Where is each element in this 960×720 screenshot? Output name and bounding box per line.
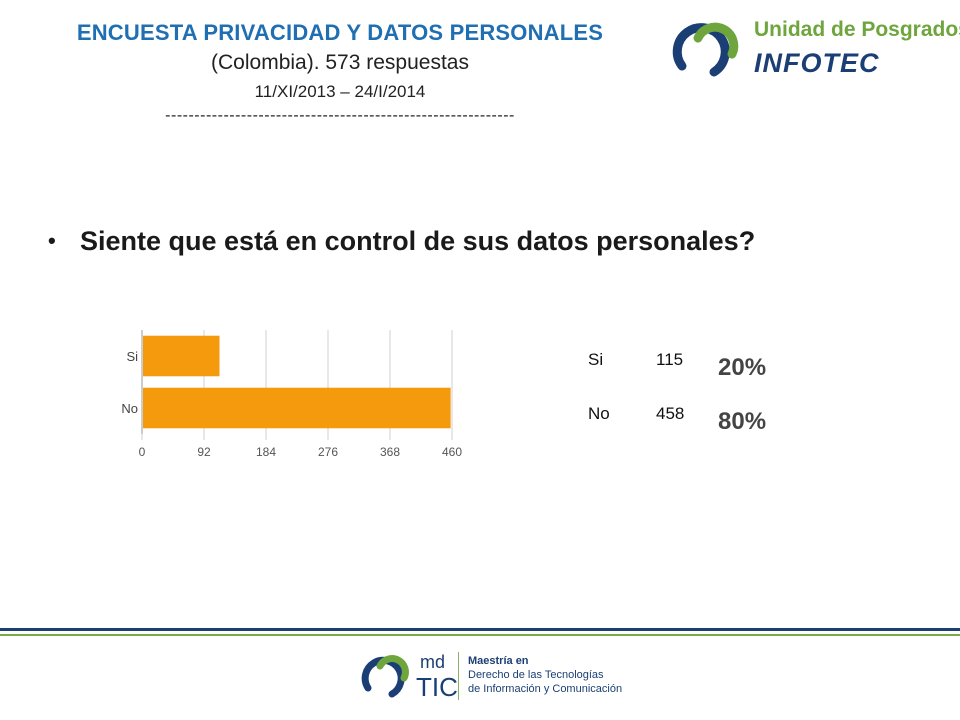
stat-percent: 20%	[718, 354, 767, 381]
dashed-separator: ----------------------------------------…	[165, 107, 515, 124]
tic-text: TIC	[416, 672, 458, 702]
survey-title: ENCUESTA PRIVACIDAD Y DATOS PERSONALES	[76, 20, 604, 45]
bar-chart: 0 92 184 276 368 460 Si No	[121, 330, 462, 459]
mdtic-emblem-icon	[361, 655, 409, 698]
infotec-text: INFOTEC	[754, 48, 880, 78]
x-tick-label: 368	[380, 445, 400, 459]
survey-subtitle: (Colombia). 573 respuestas	[211, 51, 469, 74]
maestria-line1: Maestría en	[468, 655, 529, 667]
stat-count: 458	[656, 404, 685, 423]
question-text: Siente que está en control de sus datos …	[80, 226, 756, 256]
x-tick-label: 184	[256, 445, 276, 459]
x-tick-label: 460	[442, 445, 462, 459]
x-tick-label: 276	[318, 445, 338, 459]
question-bullet-item: • Siente que está en control de sus datos…	[48, 226, 755, 257]
stat-label: No	[588, 404, 610, 423]
logo-divider	[458, 652, 459, 700]
stat-label: Si	[588, 350, 604, 369]
bar	[143, 387, 451, 429]
maestria-line2: Derecho de las Tecnologías	[468, 669, 604, 681]
x-tick-label: 0	[139, 445, 146, 459]
infotec-emblem-icon	[672, 22, 739, 77]
maestria-text: Maestría en Derecho de las Tecnologías d…	[468, 654, 622, 696]
y-tick-label: No	[121, 401, 138, 416]
md-text: md	[420, 652, 446, 672]
unidad-posgrados-text: Unidad de Posgrados	[754, 18, 960, 41]
footer-divider-blue	[0, 628, 960, 631]
stat-count: 115	[656, 350, 684, 369]
footer-divider-green	[0, 634, 960, 636]
y-tick-label: Si	[126, 349, 138, 364]
stat-percent: 80%	[718, 408, 767, 435]
slide-header: ENCUESTA PRIVACIDAD Y DATOS PERSONALES (…	[30, 18, 650, 126]
x-tick-label: 92	[197, 445, 211, 459]
infotec-logo: Unidad de Posgrados INFOTEC	[670, 14, 960, 84]
bar	[143, 335, 220, 377]
mdtic-logo: md TIC Maestría en Derecho de las Tecnol…	[358, 648, 658, 708]
bullet-icon: •	[48, 228, 56, 253]
maestria-line3: de Información y Comunicación	[468, 683, 623, 695]
survey-dates: 11/XI/2013 – 24/I/2014	[254, 82, 426, 101]
